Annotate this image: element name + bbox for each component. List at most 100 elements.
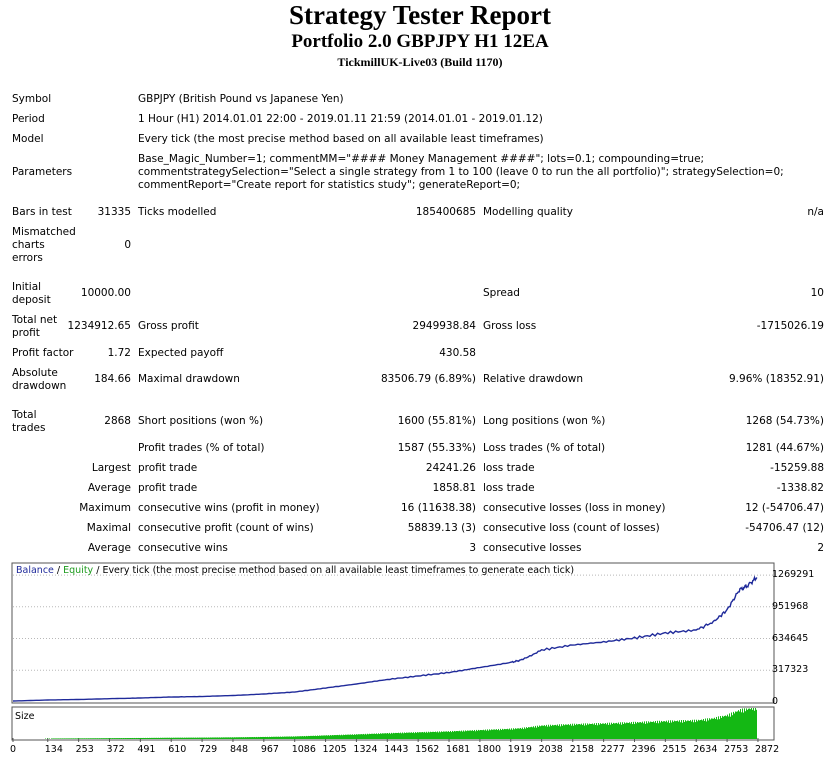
size-bar bbox=[221, 737, 222, 739]
x-tick-label: 253 bbox=[75, 744, 94, 755]
size-bar bbox=[701, 719, 702, 739]
size-bar bbox=[268, 737, 269, 739]
absolute-drawdown-label: Absolute drawdown bbox=[12, 367, 67, 392]
size-bar bbox=[53, 738, 54, 739]
absolute-drawdown-value: 184.66 bbox=[94, 373, 131, 385]
size-bar bbox=[296, 736, 297, 739]
size-bar bbox=[123, 738, 124, 739]
size-bar bbox=[627, 722, 628, 739]
size-bar bbox=[412, 732, 413, 739]
size-bar bbox=[302, 736, 303, 739]
size-bar bbox=[107, 738, 108, 739]
size-bar bbox=[747, 709, 748, 739]
size-bar bbox=[728, 716, 729, 739]
average-loss-trade-value: -1338.82 bbox=[776, 482, 824, 494]
size-bar bbox=[554, 725, 555, 739]
size-bar bbox=[426, 731, 427, 739]
size-bar bbox=[235, 737, 236, 739]
size-bar bbox=[432, 731, 433, 739]
size-bar bbox=[509, 728, 510, 739]
x-tick-label: 2396 bbox=[631, 744, 656, 755]
max-consecutive-losses-value: 12 (-54706.47) bbox=[745, 502, 824, 514]
size-bar bbox=[93, 738, 94, 739]
average-consecutive-label: Average bbox=[87, 542, 131, 554]
model-label: Model bbox=[12, 133, 44, 145]
size-bar bbox=[553, 725, 554, 739]
size-bar bbox=[345, 734, 346, 739]
size-bar bbox=[206, 737, 207, 739]
size-bar bbox=[738, 710, 739, 739]
size-bar bbox=[90, 738, 91, 739]
size-bar bbox=[335, 735, 336, 739]
largest-label: Largest bbox=[91, 462, 131, 474]
parameters-label: Parameters bbox=[12, 166, 73, 178]
size-bar bbox=[312, 735, 313, 739]
size-bar bbox=[730, 716, 731, 739]
size-bar bbox=[719, 719, 720, 739]
size-bar bbox=[238, 737, 239, 739]
size-bar bbox=[222, 737, 223, 739]
size-bar bbox=[74, 738, 75, 739]
size-bar bbox=[694, 719, 695, 739]
size-bar bbox=[191, 737, 192, 739]
size-bar bbox=[380, 733, 381, 739]
size-bar bbox=[609, 722, 610, 739]
size-bar bbox=[440, 732, 441, 739]
size-bar bbox=[400, 732, 401, 739]
size-bar bbox=[388, 733, 389, 739]
size-bar bbox=[269, 736, 270, 739]
size-bar bbox=[321, 735, 322, 739]
size-bar bbox=[495, 729, 496, 739]
size-bar bbox=[660, 722, 661, 739]
size-bar bbox=[622, 722, 623, 739]
size-bar bbox=[729, 713, 730, 739]
size-bar bbox=[588, 724, 589, 739]
average-label: Average bbox=[87, 482, 131, 494]
size-bar bbox=[170, 737, 171, 739]
size-bar bbox=[299, 736, 300, 739]
size-bar bbox=[444, 731, 445, 739]
size-bar bbox=[255, 737, 256, 739]
size-bar bbox=[618, 722, 619, 739]
size-bar bbox=[293, 736, 294, 739]
size-bar bbox=[359, 734, 360, 739]
size-bar bbox=[394, 733, 395, 739]
size-bar bbox=[86, 738, 87, 739]
size-bar bbox=[245, 737, 246, 739]
size-bar bbox=[423, 732, 424, 739]
size-bar bbox=[111, 738, 112, 739]
size-bar bbox=[416, 732, 417, 739]
size-bar bbox=[279, 736, 280, 739]
size-bar bbox=[125, 738, 126, 739]
spread-value: 10 bbox=[810, 287, 824, 299]
size-bar bbox=[526, 727, 527, 739]
size-bar bbox=[549, 726, 550, 739]
size-bar bbox=[736, 711, 737, 739]
size-bar bbox=[357, 734, 358, 739]
size-bar bbox=[124, 738, 125, 739]
size-bar bbox=[750, 709, 751, 739]
size-bar bbox=[487, 729, 488, 739]
size-bar bbox=[271, 736, 272, 739]
net-profit-value: 1234912.65 bbox=[67, 320, 131, 332]
size-bar bbox=[77, 738, 78, 739]
size-bar bbox=[224, 737, 225, 739]
size-bar bbox=[156, 737, 157, 739]
size-bar bbox=[517, 728, 518, 739]
size-bar bbox=[99, 738, 100, 739]
period-value: 1 Hour (H1) 2014.01.01 22:00 - 2019.01.1… bbox=[138, 113, 543, 125]
size-bar bbox=[234, 737, 235, 739]
avg-consecutive-losses-value: 2 bbox=[817, 542, 824, 554]
size-bar bbox=[464, 731, 465, 739]
size-bar bbox=[551, 725, 552, 739]
legend-model: Every tick (the most precise method base… bbox=[102, 565, 575, 576]
size-bar bbox=[527, 727, 528, 739]
size-bar bbox=[590, 724, 591, 739]
size-bar bbox=[656, 723, 657, 739]
size-bar bbox=[488, 730, 489, 739]
size-bar bbox=[555, 724, 556, 739]
size-bar bbox=[145, 737, 146, 739]
size-bar bbox=[469, 730, 470, 739]
size-bar bbox=[481, 730, 482, 739]
size-bar bbox=[365, 733, 366, 739]
